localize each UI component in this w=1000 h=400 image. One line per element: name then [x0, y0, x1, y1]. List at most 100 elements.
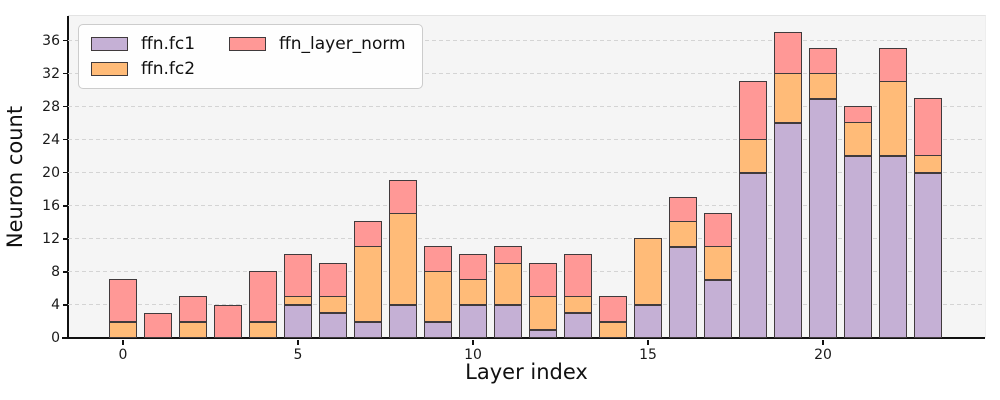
bar-segment: [808, 98, 838, 338]
bar-segment: [703, 213, 733, 248]
bar-segment: [913, 172, 943, 338]
bar-segment: [143, 313, 173, 338]
y-tick-label: 8: [51, 263, 60, 280]
y-axis-spine: [67, 16, 69, 338]
y-tick-label: 0: [51, 330, 60, 346]
legend-item-ffn-fc2: ffn.fc2: [91, 59, 195, 79]
gridline: [68, 271, 985, 273]
bar-segment: [108, 321, 138, 338]
bar-segment: [108, 279, 138, 322]
bar-segment: [598, 295, 628, 322]
x-tick-mark: [122, 340, 124, 345]
bar-segment: [528, 262, 558, 297]
x-tick-label: 20: [814, 347, 832, 363]
legend-label: ffn_layer_norm: [279, 34, 406, 54]
bar-segment: [283, 295, 313, 305]
bar-segment: [773, 72, 803, 124]
x-tick-label: 15: [639, 347, 657, 363]
bar-segment: [738, 172, 768, 338]
bar-segment: [878, 156, 908, 338]
x-tick-mark: [297, 340, 299, 345]
x-axis-label: Layer index: [465, 360, 588, 384]
gridline: [68, 238, 985, 240]
y-tick-label: 28: [42, 98, 60, 115]
bar-segment: [493, 304, 523, 338]
y-tick-mark: [63, 40, 68, 42]
bar-segment: [423, 246, 453, 272]
y-tick-mark: [63, 238, 68, 240]
bar-segment: [563, 295, 593, 314]
bar-segment: [913, 155, 943, 173]
bar-segment: [388, 304, 418, 338]
bar-segment: [738, 81, 768, 140]
gridline: [68, 73, 985, 75]
x-tick-label: 0: [118, 347, 128, 363]
bar-segment: [493, 262, 523, 305]
bar-segment: [353, 221, 383, 248]
gridline: [68, 139, 985, 141]
legend: ffn.fc1 ffn_layer_norm ffn.fc2: [78, 24, 423, 89]
legend-swatch-icon: [91, 62, 128, 76]
bar-segment: [318, 262, 348, 297]
x-tick-mark: [822, 340, 824, 345]
bar-segment: [668, 221, 698, 248]
plot-area: Neuron count ffn.fc1 ffn_layer_norm ffn.fc…: [3, 15, 986, 362]
bar-segment: [843, 105, 873, 124]
y-tick-label: 16: [42, 197, 60, 214]
y-tick-label: 4: [51, 296, 60, 313]
y-tick-label: 20: [42, 164, 60, 181]
bar-segment: [458, 254, 488, 281]
bar-segment: [878, 48, 908, 83]
bar-segment: [913, 97, 943, 157]
bar-segment: [213, 304, 243, 338]
legend-swatch-icon: [229, 37, 267, 51]
bar-segment: [843, 156, 873, 338]
bar-segment: [353, 246, 383, 322]
y-tick-label: 24: [42, 131, 60, 148]
bar-segment: [423, 270, 453, 322]
bar-segment: [388, 213, 418, 305]
bar-segment: [703, 280, 733, 338]
y-tick-mark: [63, 304, 68, 306]
y-tick-mark: [63, 106, 68, 108]
gridline: [68, 304, 985, 306]
y-tick-mark: [63, 337, 68, 339]
bar-segment: [248, 270, 278, 322]
gridline: [68, 40, 985, 42]
bar-segment: [773, 31, 803, 74]
bar-segment: [353, 321, 383, 338]
x-tick-mark: [647, 340, 649, 345]
gridline: [68, 172, 985, 174]
legend-label: ffn.fc2: [141, 59, 196, 79]
x-tick-mark: [472, 340, 474, 345]
legend-swatch-icon: [91, 37, 128, 51]
bar-segment: [388, 180, 418, 215]
bar-segment: [318, 313, 348, 338]
x-axis-spine: [62, 337, 985, 339]
y-tick-label: 36: [42, 32, 60, 49]
y-tick-mark: [63, 205, 68, 207]
legend-label: ffn.fc1: [141, 34, 196, 54]
legend-item-ffn-fc1: ffn.fc1: [91, 34, 195, 54]
bar-segment: [633, 237, 663, 305]
bar-segment: [458, 279, 488, 305]
gridline: [68, 205, 985, 207]
bar-segment: [843, 122, 873, 157]
x-tick-label: 5: [293, 347, 303, 363]
bar-segment: [703, 246, 733, 281]
bar-segment: [248, 321, 278, 338]
bar-segment: [773, 123, 803, 338]
y-tick-mark: [63, 271, 68, 273]
bar-segment: [598, 321, 628, 338]
bar-segment: [493, 246, 523, 264]
bar-segment: [563, 254, 593, 297]
bar-segment: [318, 295, 348, 314]
bar-segment: [178, 295, 208, 322]
bar-segment: [563, 313, 593, 338]
bar-segment: [668, 196, 698, 223]
bar-segment: [808, 48, 838, 74]
bar-segment: [283, 254, 313, 297]
bar-segment: [738, 138, 768, 173]
x-tick-label: 10: [464, 347, 482, 363]
